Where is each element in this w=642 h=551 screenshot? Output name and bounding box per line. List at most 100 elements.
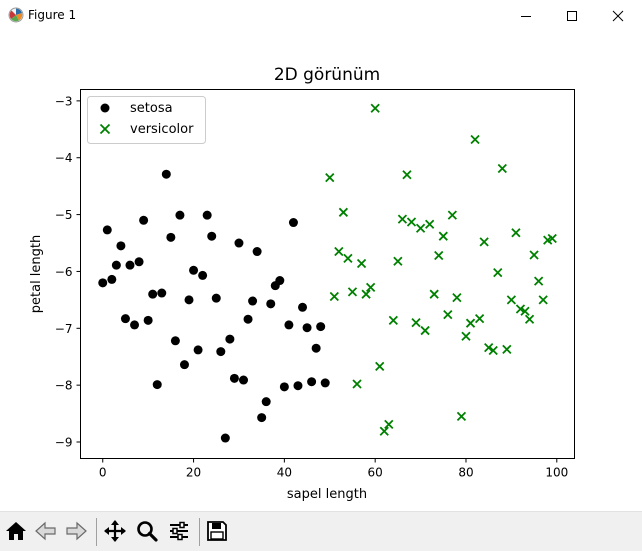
x-axis-label: sapel length xyxy=(287,487,367,502)
legend-marker-versicolor xyxy=(99,123,111,135)
point-setosa xyxy=(211,293,221,303)
legend-marker-setosa xyxy=(100,103,110,113)
point-versicolor xyxy=(547,233,557,244)
point-setosa xyxy=(202,210,212,220)
point-setosa xyxy=(225,334,235,344)
point-versicolor xyxy=(415,223,426,233)
point-versicolor xyxy=(515,304,526,314)
home-icon xyxy=(6,522,26,540)
zoom-icon xyxy=(137,521,158,542)
point-setosa xyxy=(143,315,153,325)
x-tick-label: 100 xyxy=(545,466,568,480)
point-versicolor xyxy=(375,361,385,372)
point-setosa xyxy=(198,270,208,280)
legend: setosa versicolor xyxy=(87,96,206,144)
series-setosa xyxy=(98,169,330,443)
point-versicolor xyxy=(365,282,376,292)
point-versicolor xyxy=(411,317,421,328)
legend-box xyxy=(87,96,206,144)
point-setosa xyxy=(107,274,117,284)
point-versicolor xyxy=(406,217,417,227)
point-setosa xyxy=(234,238,244,248)
point-versicolor xyxy=(506,295,517,305)
window-titlebar: Figure 1 xyxy=(0,0,642,31)
point-setosa xyxy=(120,314,130,324)
window-title: Figure 1 xyxy=(28,8,77,22)
save-icon xyxy=(207,521,227,541)
point-versicolor xyxy=(388,315,398,325)
point-setosa xyxy=(148,289,158,299)
zoom-button[interactable] xyxy=(132,515,162,547)
point-setosa xyxy=(189,265,199,275)
point-versicolor xyxy=(338,207,349,217)
point-versicolor xyxy=(329,291,339,302)
point-versicolor xyxy=(502,344,512,354)
point-setosa xyxy=(216,347,226,357)
x-axis: 0 20 40 60 80 100 xyxy=(99,458,568,480)
point-versicolor xyxy=(443,310,453,320)
point-setosa xyxy=(239,375,249,385)
point-setosa xyxy=(139,215,149,225)
forward-button[interactable] xyxy=(61,515,91,547)
figure-canvas[interactable]: 2D görünüm 0 20 40 60 80 100 −3 −4 −5 −6 −7 −8 −9 s… xyxy=(0,31,642,511)
point-versicolor xyxy=(325,172,335,183)
pan-button[interactable] xyxy=(100,515,130,547)
point-versicolor xyxy=(497,163,507,174)
chart-title: 2D görünüm xyxy=(274,65,380,85)
point-setosa xyxy=(266,299,276,309)
point-setosa xyxy=(130,320,140,330)
minimize-button[interactable] xyxy=(503,0,549,31)
point-versicolor xyxy=(520,306,530,316)
maximize-button[interactable] xyxy=(549,0,595,31)
y-axis-label: petal length xyxy=(29,235,44,314)
point-setosa xyxy=(243,314,253,324)
forward-icon xyxy=(66,521,87,541)
point-setosa xyxy=(166,232,176,242)
point-versicolor xyxy=(402,170,412,180)
point-setosa xyxy=(170,336,180,346)
point-setosa xyxy=(298,302,308,312)
back-button[interactable] xyxy=(31,515,61,547)
point-versicolor xyxy=(361,289,371,299)
point-versicolor xyxy=(465,318,476,328)
point-setosa xyxy=(111,260,121,270)
point-versicolor xyxy=(493,267,503,278)
point-setosa xyxy=(175,210,185,220)
point-versicolor xyxy=(461,331,471,341)
point-setosa xyxy=(184,295,194,305)
pan-icon xyxy=(104,520,126,542)
configure-subplots-button[interactable] xyxy=(164,515,194,547)
point-versicolor xyxy=(479,237,489,247)
x-tick-label: 80 xyxy=(458,466,473,480)
close-icon xyxy=(612,10,624,21)
toolbar-separator xyxy=(96,518,97,546)
point-setosa xyxy=(288,218,298,228)
point-versicolor xyxy=(352,379,362,389)
point-versicolor xyxy=(420,325,430,336)
close-button[interactable] xyxy=(595,0,641,31)
point-setosa xyxy=(229,373,239,383)
x-tick-label: 40 xyxy=(277,466,292,480)
point-setosa xyxy=(320,378,330,388)
plot-frame xyxy=(80,89,575,459)
point-setosa xyxy=(261,397,271,407)
point-versicolor xyxy=(484,342,494,353)
y-tick-label: −9 xyxy=(55,436,73,450)
point-setosa xyxy=(302,323,312,333)
back-icon xyxy=(35,521,56,541)
x-tick-label: 60 xyxy=(368,466,383,480)
y-tick-label: −5 xyxy=(55,208,73,222)
point-setosa xyxy=(316,322,326,332)
y-tick-label: −6 xyxy=(55,265,73,279)
point-versicolor xyxy=(470,134,480,145)
home-button[interactable] xyxy=(1,515,31,547)
point-setosa xyxy=(161,169,171,179)
point-setosa xyxy=(293,381,303,391)
y-tick-label: −4 xyxy=(55,151,73,165)
save-button[interactable] xyxy=(202,515,232,547)
point-setosa xyxy=(220,433,230,443)
x-tick-label: 20 xyxy=(186,466,201,480)
point-setosa xyxy=(102,225,112,235)
point-setosa xyxy=(248,296,258,306)
configure-subplots-icon xyxy=(170,521,188,541)
